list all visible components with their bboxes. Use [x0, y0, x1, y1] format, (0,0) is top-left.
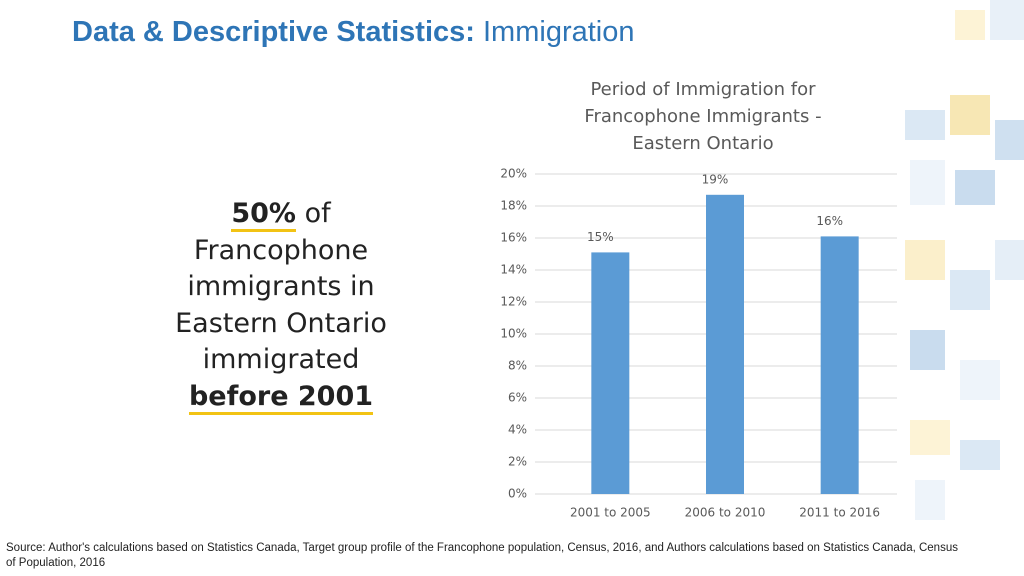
- callout: 50% of Francophone immigrants in Eastern…: [166, 196, 396, 415]
- data-label: 19%: [702, 172, 729, 186]
- x-tick-label: 2006 to 2010: [685, 506, 766, 520]
- y-tick-label: 2%: [508, 455, 527, 469]
- bar: [820, 236, 859, 494]
- callout-after: of: [304, 198, 331, 229]
- callout-body: Francophone immigrants in Eastern Ontari…: [175, 234, 387, 376]
- decoration: [905, 0, 1024, 520]
- y-tick-label: 16%: [500, 231, 527, 245]
- y-tick-label: 0%: [508, 487, 527, 501]
- data-label: 15%: [587, 230, 614, 244]
- y-tick-label: 10%: [500, 327, 527, 341]
- data-label: 16%: [816, 214, 843, 228]
- chart-title: Period of Immigration for Francophone Im…: [584, 79, 822, 154]
- title-bold: Data & Descriptive Statistics:: [72, 16, 475, 48]
- y-tick-label: 12%: [500, 295, 527, 309]
- callout-emphasis: before 2001: [188, 380, 374, 415]
- y-tick-label: 20%: [500, 167, 527, 181]
- bar: [706, 194, 744, 495]
- x-tick-label: 2011 to 2016: [799, 506, 880, 520]
- y-tick-label: 6%: [508, 391, 527, 405]
- y-tick-label: 8%: [508, 359, 527, 373]
- y-tick-label: 4%: [508, 423, 527, 437]
- source-note: Source: Author's calculations based on S…: [6, 542, 958, 569]
- bar: [591, 252, 630, 494]
- title-rest: Immigration: [483, 16, 635, 48]
- x-tick-label: 2001 to 2005: [570, 506, 651, 520]
- callout-highlight: 50%: [231, 198, 296, 232]
- y-tick-label: 14%: [500, 263, 527, 277]
- y-tick-label: 18%: [500, 199, 527, 213]
- slide-title: Data & Descriptive Statistics: Immigrati…: [72, 16, 635, 49]
